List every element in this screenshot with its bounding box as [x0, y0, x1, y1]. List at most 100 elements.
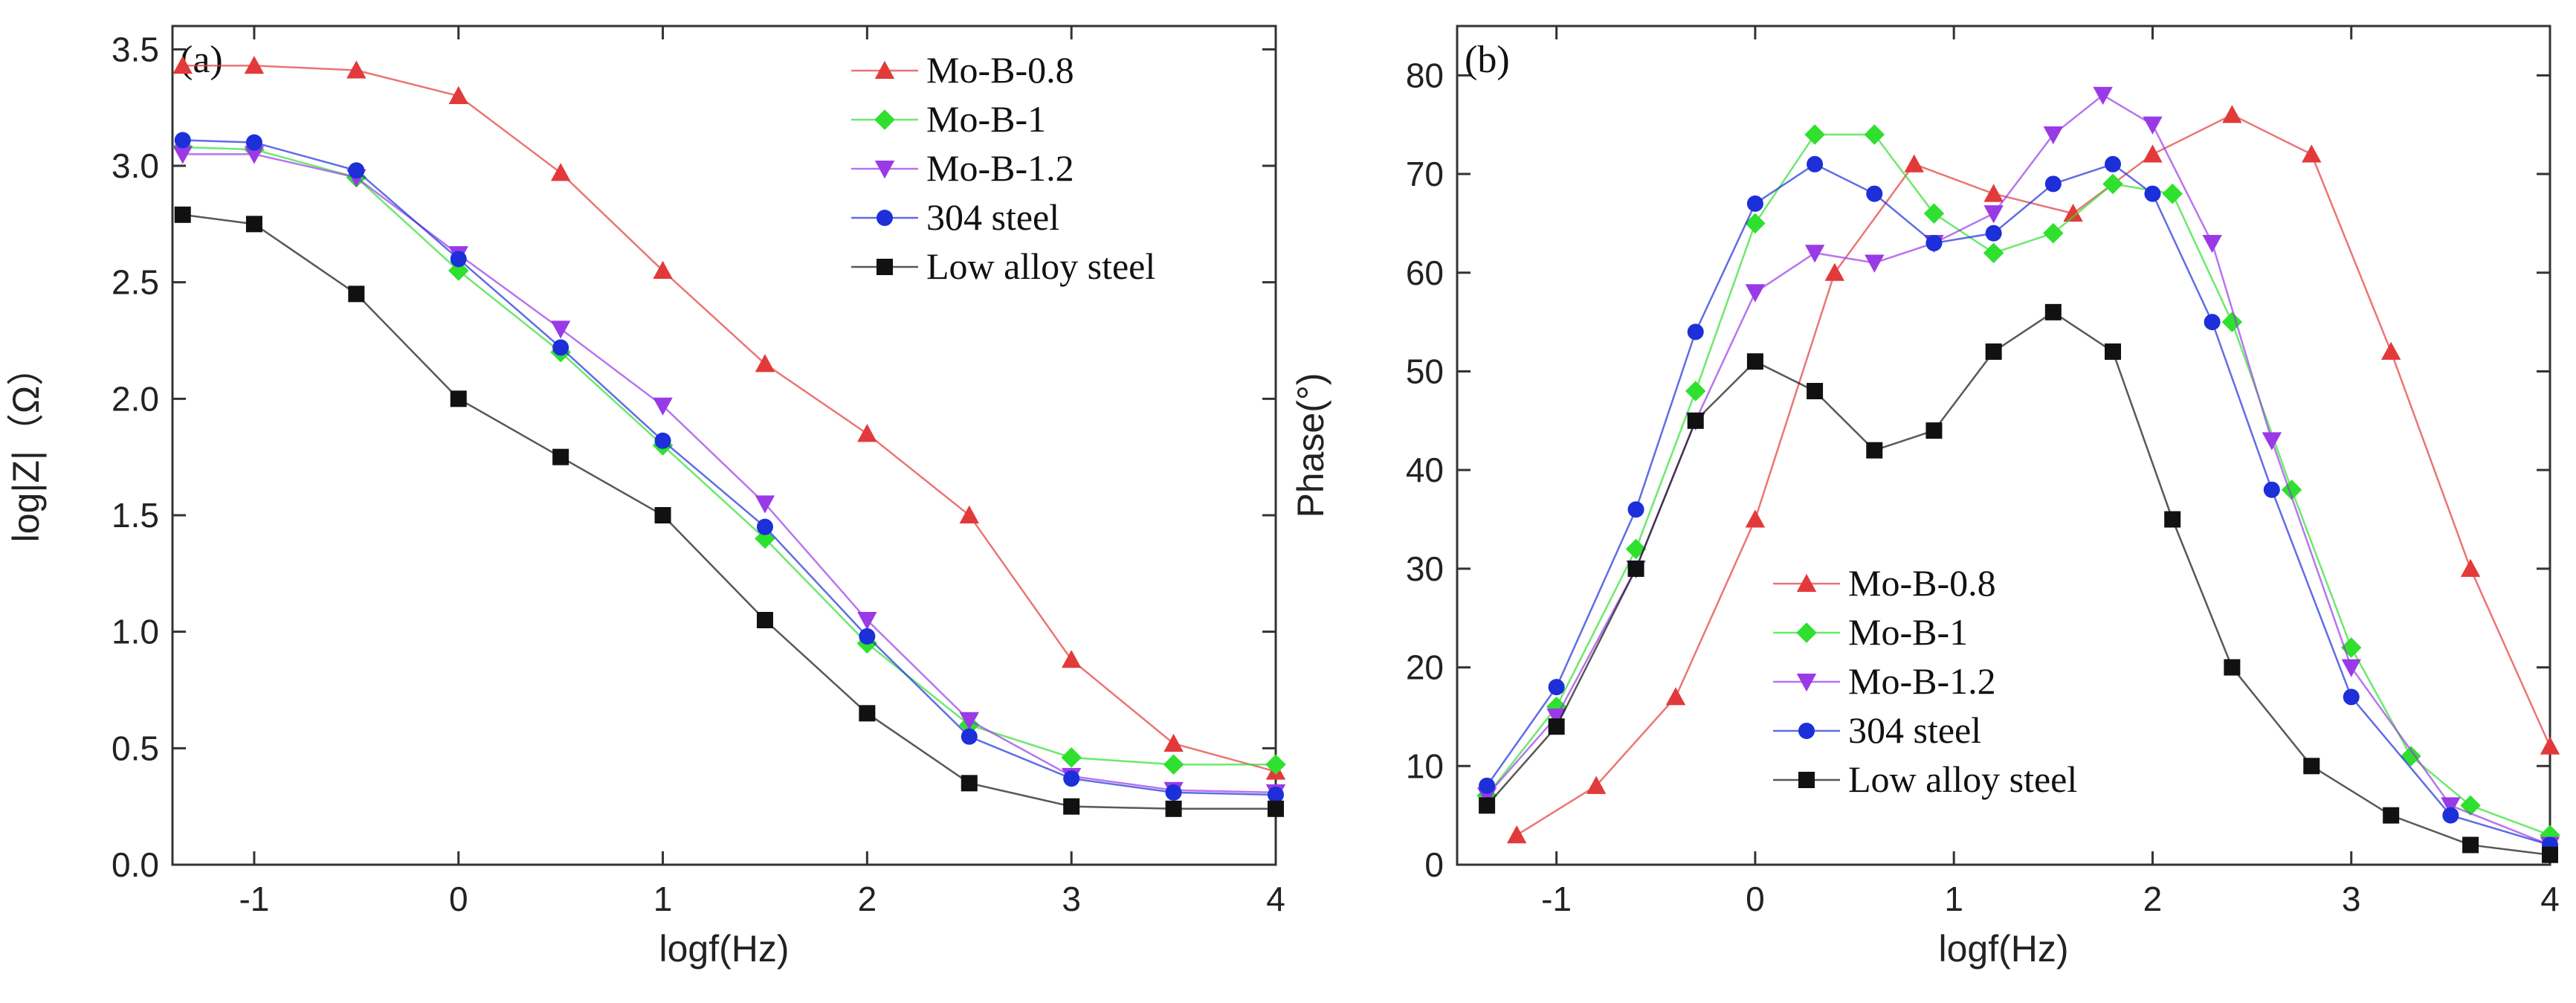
data-point [959, 505, 979, 523]
x-tick-label: 1 [1944, 880, 1963, 918]
x-tick-label: 2 [2143, 880, 2163, 918]
data-point [1983, 205, 2004, 224]
data-point [1586, 775, 1607, 794]
x-tick-label: 0 [449, 880, 468, 918]
data-point [756, 518, 773, 535]
data-point [755, 354, 775, 373]
y-tick-label: 2.0 [112, 379, 159, 418]
data-point [1061, 747, 1082, 768]
y-tick-label: 60 [1406, 254, 1444, 292]
x-tick-label: 4 [2540, 880, 2560, 918]
data-point [1745, 213, 1766, 234]
data-point [653, 397, 673, 416]
data-point [174, 206, 191, 223]
data-point [1866, 442, 1883, 459]
y-tick-label: 2.5 [112, 263, 159, 302]
data-point [552, 339, 569, 356]
data-point [1665, 687, 1686, 706]
data-point [550, 163, 571, 181]
data-point [1687, 323, 1704, 341]
legend-label: Mo-B-1 [1848, 611, 1968, 653]
y-tick-label: 20 [1406, 648, 1444, 687]
data-point [552, 448, 569, 465]
data-point [653, 260, 673, 279]
data-point [1687, 412, 1704, 429]
series-mo-b-1-2 [172, 146, 1286, 803]
legend-label: Mo-B-0.8 [926, 49, 1074, 91]
data-point [1746, 195, 1763, 212]
data-point [346, 60, 367, 79]
data-point [755, 495, 775, 514]
data-point [2341, 659, 2361, 677]
x-tick-label: -1 [1541, 880, 1572, 918]
series-line [182, 153, 1276, 794]
data-point [857, 424, 877, 442]
phase-angle-chart: -1 0 1 2 3 401020304050607080logf(Hz)Phase(°)… [1290, 25, 2560, 970]
data-point [2462, 836, 2479, 854]
data-point [1807, 383, 1824, 400]
impedance-modulus-chart: -1 0 1 2 3 4 0.0 0.5 1.0 1.5 2.0 2.5 3.0 3.5 logf(Hz) l… [5, 25, 1286, 970]
data-point [1983, 242, 2004, 263]
legend-marker [1796, 622, 1817, 643]
data-point [348, 162, 365, 179]
data-point [1627, 501, 1644, 518]
data-point [1479, 777, 1496, 794]
data-point [1063, 798, 1080, 815]
data-point [1546, 708, 1566, 727]
legend-label: Low alloy steel [1848, 758, 2077, 800]
plot-frame [1456, 25, 2551, 866]
data-point [1548, 718, 1565, 735]
data-point [1804, 124, 1825, 145]
legend-marker [877, 259, 893, 275]
data-point [450, 390, 467, 407]
x-tick-label: 4 [1266, 880, 1285, 918]
data-point [2164, 511, 2181, 528]
panel-label: (a) [180, 39, 223, 81]
plot-frame [171, 25, 1277, 866]
data-point [2204, 314, 2221, 331]
data-point [961, 728, 978, 745]
data-point [2460, 558, 2481, 577]
data-point [2043, 222, 2064, 244]
data-point [450, 251, 467, 268]
legend: Mo-B-0.8 Mo-B-1 Mo-B-1.2 304 steel Low alloy… [1773, 562, 2077, 800]
data-point [448, 260, 469, 281]
series-line [1486, 163, 2551, 846]
legend-marker [877, 210, 893, 226]
data-point [857, 612, 877, 630]
data-point [961, 775, 978, 792]
data-point [859, 705, 876, 722]
legend-marker [1798, 772, 1815, 788]
data-point [1061, 650, 1082, 668]
data-point [2144, 185, 2161, 202]
data-point [1506, 825, 1527, 844]
data-point [2540, 736, 2560, 755]
data-point [1824, 262, 1845, 281]
data-point [2043, 126, 2064, 145]
legend-marker [874, 109, 895, 130]
data-point [172, 56, 193, 74]
data-point [348, 286, 365, 303]
legend-label: Low alloy steel [926, 245, 1155, 287]
data-point [1268, 800, 1284, 817]
series-line [1516, 114, 2551, 836]
series-304-steel [174, 132, 1284, 803]
data-point [2162, 183, 2183, 204]
data-point [448, 86, 468, 104]
y-axis-title: Phase(°) [1290, 373, 1331, 517]
data-point [1165, 784, 1182, 801]
series-line [182, 139, 1276, 796]
data-point [245, 216, 262, 233]
legend-label: 304 steel [1848, 709, 1981, 751]
data-point [1983, 184, 2004, 202]
data-point [1265, 754, 1286, 775]
series-mo-b-0-8 [172, 56, 1286, 780]
data-point [2105, 155, 2121, 172]
legend-label: 304 steel [926, 196, 1059, 238]
data-point [2222, 105, 2242, 123]
legend: Mo-B-0.8 Mo-B-1 Mo-B-1.2 304 steel Low alloy… [851, 49, 1155, 287]
legend-label: Mo-B-0.8 [1848, 562, 1996, 604]
y-tick-label: 30 [1406, 549, 1444, 588]
x-tick-label: 2 [858, 880, 877, 918]
data-point [2262, 432, 2282, 451]
